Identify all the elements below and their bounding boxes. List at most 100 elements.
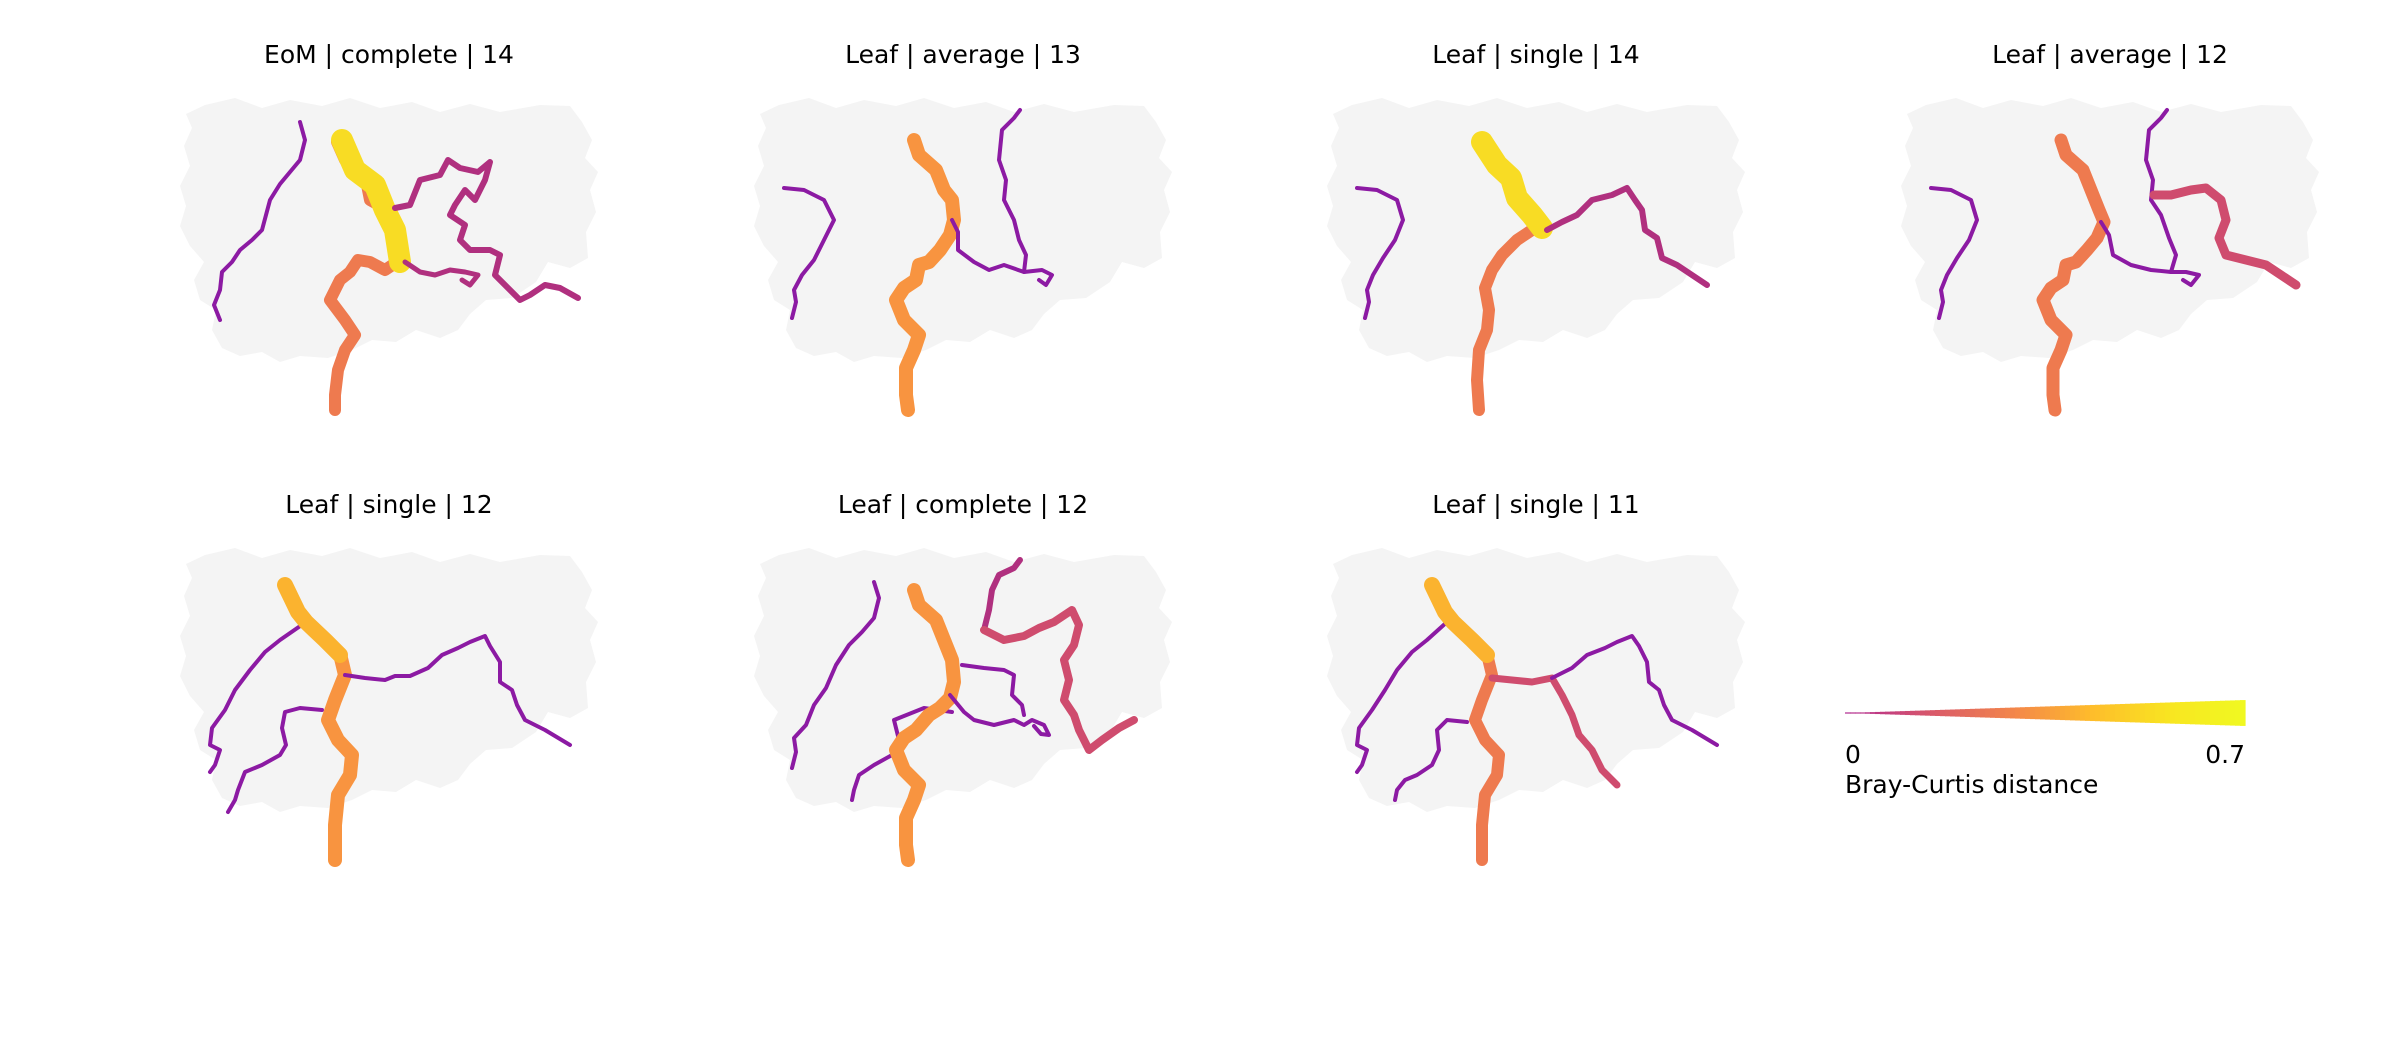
border-segment [392, 157, 581, 303]
colorbar-segment [2070, 705, 2076, 721]
panel-title: Leaf | single | 11 [1432, 490, 1639, 519]
colorbar-segment [2075, 705, 2081, 721]
colorbar-segment [2040, 706, 2046, 720]
colorbar-segment [1910, 710, 1916, 716]
map-panel-2: Leaf | average | 13 [754, 40, 1172, 417]
border-segment [1393, 718, 1469, 802]
colorbar-segment [2145, 703, 2151, 723]
colorbar-segment [1960, 709, 1966, 717]
border-segment [226, 706, 324, 814]
colorbar-segment [2235, 700, 2241, 726]
colorbar-segment [2115, 704, 2121, 722]
colorbar-segment [2030, 706, 2036, 720]
border-segment [331, 129, 411, 273]
colorbar-segment [2185, 701, 2191, 725]
colorbar-segment [1895, 711, 1901, 715]
colorbar-segment [2140, 703, 2146, 723]
colorbar-segment [2060, 705, 2066, 721]
colorbar-min-label: 0 [1845, 740, 1861, 769]
colorbar-title: Bray-Curtis distance [1845, 770, 2098, 799]
border-segment [980, 606, 1138, 754]
colorbar-segment [1890, 711, 1896, 715]
map-panel-4: Leaf | average | 12 [1901, 40, 2319, 417]
country-outline [754, 548, 1172, 812]
colorbar-segment [1880, 711, 1886, 715]
map-panel-5: Leaf | single | 12 [180, 490, 598, 867]
border-segment [2036, 133, 2111, 417]
map-panel-1: EoM | complete | 14 [180, 40, 598, 416]
colorbar-segment [2130, 703, 2136, 723]
colorbar-segment [2080, 705, 2086, 721]
map-panel-7: Leaf | single | 11 [1327, 490, 1745, 866]
colorbar-segment [1965, 709, 1971, 717]
border-segment [1929, 186, 1979, 320]
colorbar-segment [2090, 704, 2096, 722]
borders [208, 577, 572, 867]
border-segment [1355, 620, 1449, 774]
border-segment [790, 580, 881, 770]
colorbar-segment [2240, 700, 2246, 726]
colorbar-segment [2125, 703, 2131, 723]
colorbar-segment [1870, 712, 1876, 714]
map-panel-3: Leaf | single | 14 [1327, 40, 1745, 416]
colorbar-segment [2105, 704, 2111, 722]
colorbar-segment [2220, 700, 2226, 726]
colorbar-segment [1980, 708, 1986, 718]
colorbar-segment [2200, 701, 2206, 725]
colorbar-segment [2010, 707, 2016, 719]
border-segment [2144, 108, 2178, 274]
panel-title: Leaf | single | 14 [1432, 40, 1639, 69]
colorbar-segment [1995, 708, 2001, 718]
colorbar-segment [2160, 702, 2166, 724]
colorbar-segment [2230, 700, 2236, 726]
colorbar-segment [2015, 707, 2021, 719]
colorbar-segment [1850, 712, 1856, 714]
colorbar-segment [1915, 710, 1921, 716]
colorbar-segment [2205, 701, 2211, 725]
colorbar-segment [2065, 705, 2071, 721]
colorbar-segment [1985, 708, 1991, 718]
colorbar-segment [1875, 711, 1881, 715]
colorbar-segment [2005, 707, 2011, 719]
border-segment [950, 218, 1054, 287]
border-segment [1424, 577, 1495, 663]
colorbar-segment [2225, 700, 2231, 726]
border-segment [208, 620, 308, 774]
borders [1929, 108, 2301, 417]
colorbar-segment [2020, 707, 2026, 719]
border-segment [889, 583, 961, 867]
colorbar-segment [2150, 703, 2156, 723]
border-segment [277, 577, 348, 663]
panel-title: Leaf | complete | 12 [838, 490, 1088, 519]
colorbar-segment [2000, 707, 2006, 719]
border-segment [1550, 634, 1719, 747]
border-segment [1471, 131, 1553, 239]
colorbar-segment [2215, 700, 2221, 726]
colorbar-segment [1845, 712, 1851, 714]
colorbar-segment [2095, 704, 2101, 722]
border-segment [2149, 183, 2301, 290]
colorbar-segment [1860, 712, 1866, 714]
colorbar-segment [2025, 707, 2031, 719]
colorbar-segment [2050, 706, 2056, 720]
border-segment [1488, 674, 1621, 789]
colorbar-segment [1855, 712, 1861, 714]
colorbar-segment [2190, 701, 2196, 725]
borders [782, 108, 1054, 417]
colorbar-segment [1975, 708, 1981, 718]
border-segment [981, 557, 1023, 633]
panel-title: Leaf | single | 12 [285, 490, 492, 519]
colorbar-segment [2100, 704, 2106, 722]
border-segment [1544, 185, 1710, 288]
colorbar-segment [2170, 702, 2176, 724]
border-segment [212, 120, 307, 322]
colorbar-segment [2155, 702, 2161, 724]
colorbar-segment [1920, 710, 1926, 716]
country-outline [1901, 98, 2319, 362]
colorbar-segment [2135, 703, 2141, 723]
colorbar-segment [1900, 711, 1906, 715]
colorbar-legend: 0 0.7 Bray-Curtis distance [1845, 700, 2246, 799]
border-segment [782, 186, 836, 320]
panel-title: Leaf | average | 13 [845, 40, 1081, 69]
